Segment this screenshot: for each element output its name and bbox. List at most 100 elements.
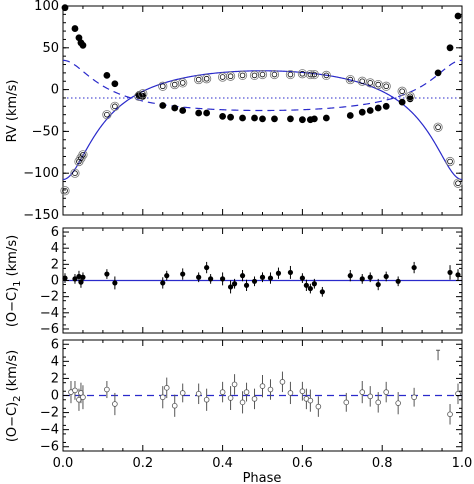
secondary-rv-point-halo xyxy=(285,69,296,80)
secondary-rv-point-halo xyxy=(110,101,120,111)
rv-panel: 100 50 0 −50 −100 −150 RV (km/s) xyxy=(5,0,463,223)
oc2-residual-point xyxy=(231,381,238,388)
y-tick-label: −6 xyxy=(40,440,59,455)
oc2-residual-point xyxy=(315,403,322,410)
primary-rv-point xyxy=(382,102,390,110)
secondary-rv-point xyxy=(219,74,226,80)
secondary-rv-point xyxy=(112,103,118,110)
secondary-rv-point-halo xyxy=(309,69,319,80)
secondary-rv-point xyxy=(179,80,186,86)
oc2-residual-point xyxy=(411,394,417,401)
oc1-residual-point xyxy=(239,273,246,279)
oc1-y-axis-ticks: 642 0−2−4−6 xyxy=(40,225,462,337)
oc1-residual-point xyxy=(231,281,238,287)
oc2-residual-point xyxy=(163,385,170,391)
oc2-residual-point xyxy=(383,389,389,395)
oc2-residual-point xyxy=(251,396,258,402)
oc1-residual-point xyxy=(78,279,84,285)
x-tick-label: 0.6 xyxy=(292,456,313,471)
secondary-rv-point-halo xyxy=(297,69,307,79)
oc2-data-points xyxy=(68,349,461,425)
primary-rv-point xyxy=(259,115,266,123)
secondary-rv-point xyxy=(375,81,382,88)
oc1-residual-point xyxy=(375,281,381,288)
primary-rv-point xyxy=(227,113,234,121)
secondary-rv-point xyxy=(271,71,278,78)
secondary-rv-point xyxy=(239,72,246,79)
primary-rv-point xyxy=(179,107,187,114)
secondary-rv-point-halo xyxy=(257,69,268,80)
secondary-rv-point-halo xyxy=(70,168,80,178)
oc2-residual-point xyxy=(287,390,294,396)
secondary-rv-point xyxy=(72,170,78,177)
secondary-rv-point xyxy=(195,76,202,83)
oc1-residual-point xyxy=(80,274,86,280)
secondary-rv-point-halo xyxy=(237,70,248,80)
secondary-rv-point xyxy=(323,72,330,79)
x-tick-label: 0.8 xyxy=(372,456,393,471)
rv-x-axis-ticks xyxy=(62,6,463,215)
y-tick-label: −50 xyxy=(32,124,59,139)
oc2-residual-point xyxy=(395,400,401,406)
x-tick-label: 0.0 xyxy=(53,456,74,471)
secondary-rv-point xyxy=(399,88,405,95)
oc1-residual-point xyxy=(112,280,118,286)
secondary-rv-point xyxy=(367,80,374,86)
primary-rv-point xyxy=(322,114,330,122)
oc2-residual-point xyxy=(179,390,186,396)
y-tick-label: −4 xyxy=(40,306,59,321)
y-tick-label: 0 xyxy=(51,389,59,404)
secondary-rv-point-halo xyxy=(78,150,88,160)
oc1-residual-point xyxy=(251,278,258,284)
secondary-rv-point-halo xyxy=(321,70,331,80)
oc2-y-axis-ticks: 6 4 2 0 −2 −4 −6 xyxy=(40,337,462,455)
oc2-residual-point xyxy=(367,393,374,400)
primary-rv-point xyxy=(159,102,167,109)
secondary-rv-point-halo xyxy=(158,81,168,91)
oc1-residual-point xyxy=(72,276,78,282)
rv-panel-frame xyxy=(62,5,463,216)
oc1-residual-point xyxy=(347,273,353,279)
y-tick-label: 0 xyxy=(51,274,59,289)
y-tick-label: 4 xyxy=(51,241,59,256)
secondary-model-curve xyxy=(62,59,463,112)
y-tick-label: 2 xyxy=(51,257,59,272)
oc1-residual-point xyxy=(104,271,110,277)
oc2-residual-point xyxy=(195,390,202,397)
oc1-residual-point xyxy=(303,282,309,288)
secondary-rv-point-halo xyxy=(381,81,391,91)
oc1-y-axis-label: (O−C)1 (km/s) xyxy=(5,235,23,327)
primary-rv-point xyxy=(434,69,442,77)
oc2-x-axis-ticks: 0.0 0.2 0.4 0.6 0.8 1.0 xyxy=(53,340,473,471)
primary-rv-point xyxy=(195,109,203,117)
oc1-residual-point xyxy=(243,282,250,288)
secondary-rv-point-halo xyxy=(202,74,212,84)
primary-model-curve xyxy=(62,70,463,181)
primary-rv-point xyxy=(287,115,294,123)
oc1-residual-point xyxy=(447,269,453,276)
primary-rv-point xyxy=(446,44,454,52)
oc2-residual-point xyxy=(243,389,250,395)
secondary-rv-point-halo xyxy=(218,72,228,82)
x-tick-label: 0.2 xyxy=(132,456,153,471)
y-tick-label: 6 xyxy=(51,337,59,352)
secondary-rv-point-halo xyxy=(345,74,355,85)
y-tick-label: 0 xyxy=(51,83,59,98)
secondary-rv-point xyxy=(299,70,306,77)
secondary-rv-point xyxy=(171,81,178,88)
oc1-residual-point xyxy=(160,280,166,286)
secondary-rv-point-halo xyxy=(60,186,70,196)
primary-rv-point xyxy=(203,109,211,117)
secondary-rv-point-halo xyxy=(305,69,315,80)
secondary-rv-point-halo xyxy=(249,70,260,80)
primary-rv-point xyxy=(346,112,354,119)
primary-rv-point xyxy=(111,80,119,88)
y-tick-label: 6 xyxy=(51,225,59,240)
x-tick-label: 1.0 xyxy=(452,456,473,471)
secondary-rv-point-halo xyxy=(178,78,188,88)
oc2-residual-point xyxy=(359,389,366,395)
oc1-panel: 642 0−2−4−6 (O−C)1 (km/s) xyxy=(5,225,463,337)
secondary-rv-point xyxy=(140,90,146,97)
secondary-rv-point-halo xyxy=(373,79,383,90)
oc1-residual-point xyxy=(287,269,294,276)
